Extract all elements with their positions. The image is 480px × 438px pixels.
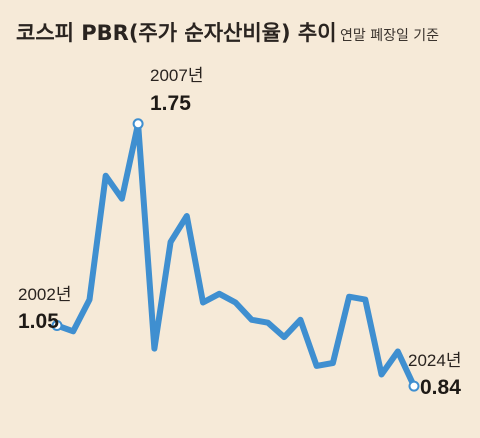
data-point-2020 [347, 295, 351, 299]
pbr-series-line [54, 120, 417, 390]
annotation-2007-year: 2007년 [150, 66, 203, 85]
data-point-2012 [217, 292, 221, 296]
annotation-2024-value: 0.84 [420, 376, 461, 399]
data-point-2015 [266, 321, 270, 325]
marker-2007 [132, 118, 144, 130]
annotation-2007-value: 1.75 [150, 92, 191, 115]
data-point-2011 [201, 301, 205, 304]
annotation-2002-value: 1.05 [18, 310, 59, 333]
data-point-2018 [315, 364, 319, 368]
data-point-2016 [282, 335, 286, 339]
data-point-2013 [234, 301, 237, 304]
annotation-2002-year: 2002년 [18, 285, 71, 304]
data-points [55, 122, 416, 388]
annotation-2024-year: 2024년 [408, 351, 461, 370]
data-point-2005 [104, 174, 108, 178]
data-point-2019 [331, 361, 335, 365]
data-point-2022 [380, 373, 383, 376]
data-point-2021 [363, 298, 367, 302]
data-point-2009 [169, 240, 173, 244]
marker-2024 [408, 380, 420, 392]
data-point-2014 [250, 318, 254, 322]
data-point-2023 [396, 350, 400, 353]
data-point-2003 [71, 329, 75, 333]
data-point-2008 [152, 347, 156, 351]
data-point-2004 [88, 298, 91, 302]
data-point-2006 [120, 197, 124, 201]
highlight-markers [51, 118, 420, 392]
chart-title: 코스피 PBR(주가 순자산비율) 추이 [16, 21, 337, 45]
marker-2002 [51, 320, 63, 331]
data-point-2017 [298, 318, 302, 322]
chart-subtitle: 연말 폐장일 기준 [340, 28, 439, 44]
data-point-2010 [185, 214, 189, 218]
